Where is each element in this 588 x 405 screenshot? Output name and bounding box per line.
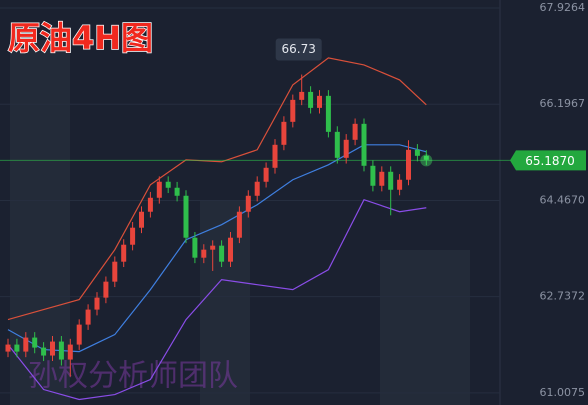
background-buildings (10, 40, 470, 405)
candle-body (147, 197, 153, 212)
peak-label: 66.73 (282, 42, 316, 56)
candle-body (50, 341, 55, 356)
candle-body (130, 227, 136, 245)
chart-title: 原油4H图 (8, 19, 153, 57)
candle-body (317, 95, 322, 108)
candle-body (325, 95, 331, 132)
candle-body (299, 91, 305, 100)
candle-body (174, 187, 180, 196)
watermark: 孙权分析师团队 (28, 359, 238, 394)
candle-body (58, 341, 64, 360)
candle-body (263, 167, 269, 182)
candle-body (219, 245, 225, 262)
candle-body (228, 237, 233, 262)
candle-body (67, 344, 73, 360)
candle-body (14, 344, 20, 352)
candle-body (281, 121, 287, 145)
y-tick-label: 62.7372 (540, 290, 586, 303)
candle-body (5, 344, 11, 352)
band-line (7, 198, 427, 401)
peak-label-box (275, 38, 322, 61)
candle-body (352, 123, 358, 140)
candle-body (414, 149, 420, 156)
candle-body (85, 309, 91, 325)
candle-body (361, 123, 367, 166)
candle-body (156, 181, 162, 198)
candle-body (192, 237, 198, 258)
candle-body (388, 171, 394, 190)
candle-body (94, 297, 100, 310)
candle-body (139, 211, 144, 228)
y-tick-label: 66.1967 (540, 97, 586, 110)
candle-body (112, 261, 118, 282)
current-price-label: 65.1870 (525, 154, 575, 168)
candle-body (165, 181, 171, 188)
y-tick-label: 67.9264 (540, 1, 586, 14)
candle-body (76, 324, 82, 345)
candle-body (397, 179, 403, 190)
candle-body (210, 245, 216, 250)
candle-body (23, 337, 29, 352)
candle-body (290, 99, 296, 122)
y-tick-label: 61.0075 (540, 386, 586, 399)
candle-body (272, 144, 278, 168)
current-price-glow (420, 154, 433, 167)
candle-body (370, 165, 376, 186)
candle-body (334, 131, 340, 158)
current-price-tag (510, 150, 586, 171)
candle-body (41, 347, 47, 356)
y-tick-label: 64.4670 (540, 193, 586, 206)
candle-body (236, 211, 242, 238)
candle-body (308, 91, 314, 108)
candle-body (379, 171, 385, 186)
candle-body (32, 337, 38, 348)
candle-body (343, 139, 349, 158)
candle-body (103, 281, 109, 298)
candle-body (201, 249, 207, 258)
candle-body (406, 149, 411, 180)
candle-body (245, 195, 251, 212)
candle-body (183, 195, 189, 238)
candle-body (423, 155, 429, 160)
band-line (7, 57, 427, 321)
candle-body (254, 181, 260, 196)
candle-body (121, 244, 127, 262)
